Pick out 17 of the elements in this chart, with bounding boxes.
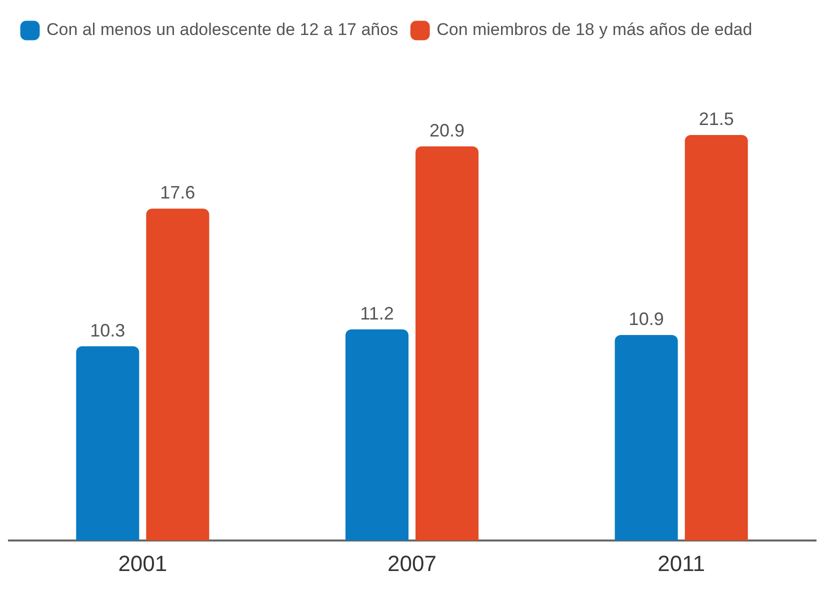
legend-label: Con miembros de 18 y más años de edad: [436, 20, 752, 40]
x-tick-label: 2001: [118, 550, 168, 576]
bar: [684, 135, 748, 541]
x-tick-label: 2011: [658, 550, 705, 576]
x-tick-label: 2007: [388, 550, 436, 576]
data-label: 20.9: [429, 120, 465, 140]
data-label: 21.5: [698, 108, 734, 129]
data-label: 10.3: [90, 320, 126, 340]
data-label: 17.6: [160, 182, 196, 203]
bar: [146, 208, 210, 541]
bar: [345, 329, 408, 541]
bar: [614, 334, 678, 541]
legend-label: Con al menos un adolescente de 12 a 17 años: [46, 20, 398, 40]
data-label: 11.2: [360, 303, 394, 324]
bar: [76, 346, 140, 541]
bar: [416, 146, 479, 541]
data-label: 10.9: [628, 308, 664, 329]
